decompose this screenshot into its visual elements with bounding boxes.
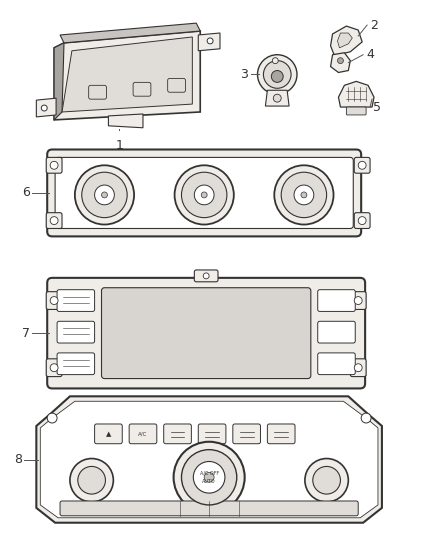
FancyBboxPatch shape (46, 292, 62, 310)
FancyBboxPatch shape (88, 85, 106, 99)
Circle shape (281, 172, 327, 217)
FancyBboxPatch shape (318, 321, 355, 343)
Circle shape (75, 165, 134, 224)
Circle shape (181, 172, 227, 217)
Text: 4: 4 (366, 48, 374, 61)
Polygon shape (36, 397, 382, 523)
Text: A/C: A/C (138, 431, 148, 437)
Circle shape (294, 185, 314, 205)
FancyBboxPatch shape (55, 157, 353, 229)
FancyBboxPatch shape (102, 288, 311, 378)
Polygon shape (331, 26, 362, 56)
Polygon shape (62, 37, 192, 112)
Circle shape (272, 58, 278, 63)
Polygon shape (36, 98, 56, 117)
Circle shape (181, 450, 237, 505)
Circle shape (301, 192, 307, 198)
Polygon shape (40, 401, 378, 518)
Circle shape (95, 185, 114, 205)
Circle shape (273, 94, 281, 102)
Text: 8: 8 (14, 453, 22, 466)
Polygon shape (339, 82, 374, 107)
Circle shape (70, 458, 113, 502)
FancyBboxPatch shape (46, 157, 62, 173)
Circle shape (193, 462, 225, 493)
FancyBboxPatch shape (318, 353, 355, 375)
Circle shape (263, 61, 291, 88)
FancyBboxPatch shape (350, 292, 366, 310)
Circle shape (358, 216, 366, 224)
Text: ▲: ▲ (106, 431, 111, 437)
FancyBboxPatch shape (354, 157, 370, 173)
Polygon shape (54, 43, 64, 120)
FancyBboxPatch shape (133, 83, 151, 96)
FancyBboxPatch shape (350, 359, 366, 377)
Circle shape (271, 70, 283, 83)
Circle shape (313, 466, 340, 494)
Circle shape (50, 364, 58, 372)
Text: AUTO: AUTO (202, 479, 216, 484)
Circle shape (175, 165, 234, 224)
Polygon shape (337, 33, 352, 48)
Polygon shape (109, 114, 143, 128)
FancyBboxPatch shape (233, 424, 261, 444)
FancyBboxPatch shape (267, 424, 295, 444)
FancyBboxPatch shape (354, 213, 370, 229)
FancyBboxPatch shape (46, 213, 62, 229)
Circle shape (354, 364, 362, 372)
Polygon shape (54, 31, 200, 120)
Text: 3: 3 (240, 68, 247, 81)
FancyBboxPatch shape (164, 424, 191, 444)
FancyBboxPatch shape (129, 424, 157, 444)
FancyBboxPatch shape (198, 424, 226, 444)
Circle shape (50, 216, 58, 224)
Text: 5: 5 (373, 101, 381, 114)
Text: 2: 2 (370, 19, 378, 31)
Polygon shape (60, 23, 200, 43)
Polygon shape (198, 33, 220, 51)
Circle shape (173, 442, 245, 513)
Circle shape (47, 413, 57, 423)
Circle shape (102, 192, 107, 198)
Circle shape (203, 273, 209, 279)
FancyBboxPatch shape (47, 278, 365, 389)
FancyBboxPatch shape (95, 424, 122, 444)
Circle shape (41, 105, 47, 111)
FancyBboxPatch shape (57, 353, 95, 375)
Polygon shape (331, 53, 350, 72)
Text: 6: 6 (22, 187, 30, 199)
Circle shape (82, 172, 127, 217)
FancyBboxPatch shape (57, 321, 95, 343)
Text: 1: 1 (115, 139, 123, 152)
FancyBboxPatch shape (60, 501, 358, 516)
Circle shape (50, 296, 58, 304)
Circle shape (258, 55, 297, 94)
FancyBboxPatch shape (57, 290, 95, 311)
Circle shape (201, 192, 207, 198)
FancyBboxPatch shape (318, 290, 355, 311)
Circle shape (361, 413, 371, 423)
Circle shape (354, 296, 362, 304)
Text: 7: 7 (22, 327, 30, 340)
FancyBboxPatch shape (168, 78, 185, 92)
Polygon shape (265, 90, 289, 106)
FancyBboxPatch shape (46, 359, 62, 377)
Circle shape (50, 161, 58, 169)
FancyBboxPatch shape (47, 149, 361, 237)
FancyBboxPatch shape (194, 270, 218, 282)
Circle shape (78, 466, 106, 494)
Circle shape (305, 458, 348, 502)
Circle shape (274, 165, 333, 224)
FancyBboxPatch shape (346, 107, 366, 115)
Circle shape (337, 58, 343, 63)
Circle shape (204, 472, 214, 482)
Circle shape (194, 185, 214, 205)
Circle shape (207, 38, 213, 44)
Circle shape (358, 161, 366, 169)
Text: A/C OFF: A/C OFF (200, 471, 219, 476)
